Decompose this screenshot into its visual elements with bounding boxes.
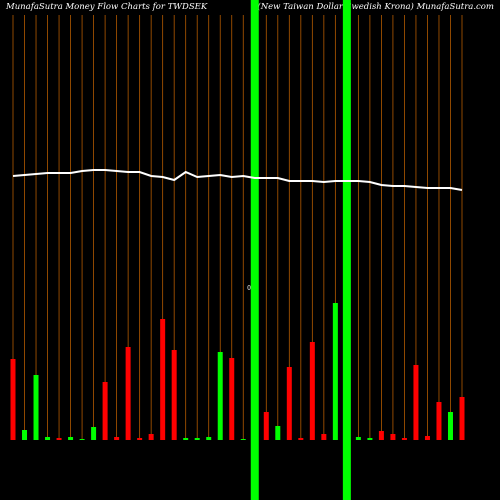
price-line: [12, 169, 463, 191]
bar: [447, 412, 453, 440]
bar: [342, 0, 351, 500]
bar: [367, 438, 373, 440]
bar: [148, 434, 154, 440]
bar: [217, 352, 223, 440]
bar: [160, 319, 166, 440]
bar: [459, 397, 465, 440]
bar: [33, 375, 39, 440]
bar: [171, 350, 177, 440]
bar: [91, 427, 97, 440]
bar: [102, 382, 108, 440]
bar: [286, 367, 292, 440]
bar: [125, 347, 131, 440]
bar: [401, 438, 407, 440]
bar: [68, 437, 74, 440]
zero-label: 0: [247, 285, 251, 292]
bar: [390, 434, 396, 440]
bar: [378, 431, 384, 440]
bar: [355, 437, 361, 440]
bar: [413, 365, 419, 440]
bar: [298, 438, 304, 440]
chart-title: MunafaSutra Money Flow Charts for TWDSEK: [5, 2, 208, 12]
bar: [424, 436, 430, 440]
bar: [22, 430, 28, 440]
bar: [79, 439, 85, 440]
bar: [137, 438, 143, 440]
bar: [250, 0, 259, 500]
chart-subtitle: (New Taiwan Dollar Swedish Krona) Munafa…: [257, 1, 494, 12]
bar: [229, 358, 235, 440]
bar: [240, 439, 246, 440]
bar: [332, 303, 338, 440]
bar: [114, 437, 120, 440]
bar: [183, 438, 189, 440]
bar: [10, 359, 16, 440]
bar: [56, 438, 62, 440]
bar: [206, 437, 212, 440]
bar: [263, 412, 269, 440]
bar: [275, 426, 281, 440]
bar: [194, 438, 200, 440]
bar: [309, 342, 315, 440]
bar: [321, 434, 327, 440]
bar: [45, 437, 51, 440]
bar: [436, 402, 442, 440]
